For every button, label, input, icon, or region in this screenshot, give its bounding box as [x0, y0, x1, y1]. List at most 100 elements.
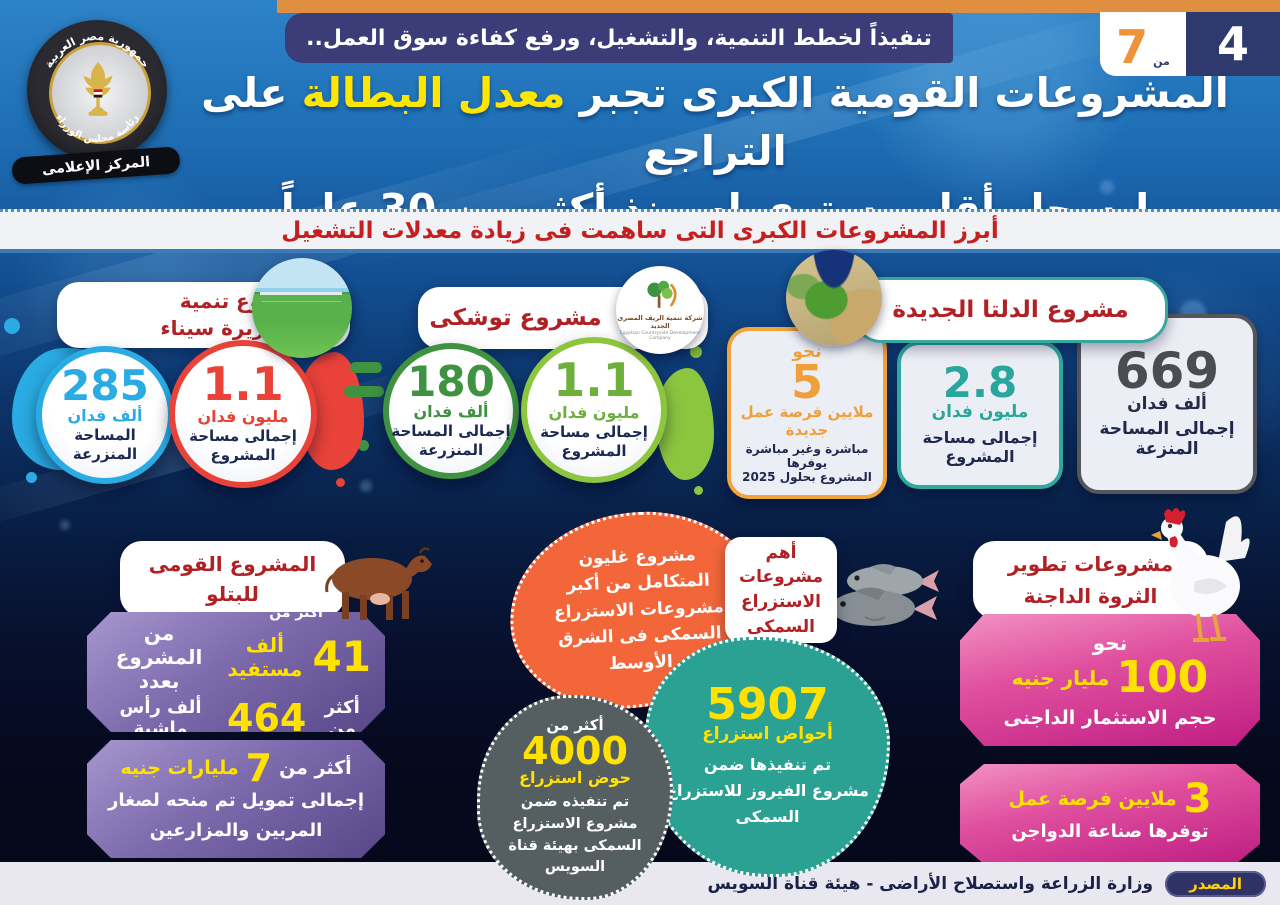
chicken-image: [1151, 508, 1250, 642]
ghalyoun-line1: مشروع غليون: [578, 545, 697, 570]
betlo-heads-pre: أكثر من: [324, 697, 360, 739]
title-highlight: معدل البطالة: [301, 69, 566, 117]
suez-desc2: مشروع الاستزراع: [512, 815, 638, 832]
government-emblem: جمهورية مصر العربية رئاسة مجلس الوزراء: [27, 20, 167, 160]
title-post: على التراجع: [201, 69, 787, 176]
toshka-planted-stat: 180 ألف فدان إجمالى المساحة المنزرعة: [383, 343, 519, 479]
poultry-jobs-label: توفرها صناعة الدواجن: [1011, 820, 1209, 842]
delta-jobs-value: 5: [791, 354, 824, 409]
suez-unit: حوض استزراع: [519, 768, 631, 788]
betlo-beneficiaries-unit: ألف مستفيد: [227, 633, 303, 681]
bokeh-dot: [60, 520, 70, 530]
fayrouz-desc2: مشروع الفيروز للاستزراع: [666, 781, 869, 800]
green-splash: [656, 368, 714, 480]
page-indicator: 7 من 4: [1100, 12, 1280, 76]
page-current-box: 4: [1186, 12, 1280, 76]
fish-title-line1: أهم: [765, 542, 797, 563]
poultry-investment-label: حجم الاستثمار الداجنى: [1003, 706, 1217, 729]
poultry-jobs-card: 3 ملايين فرصة عمل توفرها صناعة الدواجن: [960, 764, 1260, 864]
delta-area-label: إجمالى مساحة المشروع: [922, 427, 1038, 466]
splash-dot: [26, 472, 37, 483]
subtitle-text: أبرز المشروعات الكبرى التى ساهمت فى زياد…: [281, 217, 999, 244]
delta-jobs-unit2: جديدة: [785, 421, 829, 440]
poultry-investment-unit: مليار جنيه: [1011, 665, 1110, 690]
eagle-icon: [83, 61, 113, 116]
fish-title-line3: الاستزراع: [741, 592, 821, 612]
poultry-jobs-unit: ملايين فرصة عمل: [1008, 787, 1177, 810]
poultry-jobs-line: 3 ملايين فرصة عمل: [1008, 775, 1212, 822]
toshka-logo-arabic: شركة تنمية الريف المصرى الجديد: [617, 314, 703, 330]
topline-text: تنفيذاً لخطط التنمية، والتشغيل، ورفع كفا…: [306, 25, 932, 51]
page-current: 4: [1216, 17, 1249, 71]
delta-area-unit: مليون فدان: [931, 401, 1029, 422]
delta-reclaimed-card: 669 ألف فدان إجمالى المساحة المنزعة: [1077, 314, 1257, 494]
green-dash: [350, 362, 382, 373]
betlo-funding-card: أكثر من 7 مليارات جنيه إجمالى تمويل تم م…: [87, 740, 385, 858]
fish-title-line2: مشروعات: [738, 567, 824, 588]
page-total-box: 7 من: [1100, 12, 1186, 76]
poultry-investment-card: نحو 100 مليار جنيه حجم الاستثمار الداجنى: [960, 614, 1260, 746]
delta-reclaimed-label1: إجمالى المساحة: [1099, 419, 1235, 439]
fayrouz-unit: أحواض استزراع: [702, 724, 833, 745]
betlo-pre: أكثر من: [269, 605, 323, 621]
source-text: وزارة الزراعة واستصلاح الأراضى - هيئة قن…: [707, 873, 1154, 894]
suez-value: 4000: [522, 728, 628, 773]
sinai-planted-stat: 285 ألف فدان المساحة المنزرعة: [36, 346, 174, 484]
suez-desc1: تم تنفيذه ضمن: [520, 794, 630, 811]
betlo-funding-pre: أكثر من: [279, 757, 352, 780]
delta-jobs-unit1: ملايين فرصة عمل: [740, 403, 874, 422]
delta-title-card: مشروع الدلتا الجديدة: [853, 277, 1168, 343]
delta-area-value: 2.8: [942, 358, 1018, 408]
poultry-jobs-value: 3: [1183, 775, 1212, 822]
green-dash: [344, 386, 384, 397]
fayrouz-desc1: تم تنفيذها ضمن: [703, 755, 832, 775]
poultry-investment-line: 100 مليار جنيه: [1011, 651, 1209, 703]
sinai-total-value: 1.1: [202, 357, 284, 412]
poultry-investment-value: 100: [1116, 651, 1209, 703]
toshka-company-logo: شركة تنمية الريف المصرى الجديد Egyptian …: [616, 266, 704, 354]
suez-pre: أكثر من: [546, 715, 604, 734]
source-label-pill: المصدر: [1165, 870, 1266, 897]
splash-dot: [4, 318, 20, 334]
suez-blob: أكثر من 4000 حوض استزراع تم تنفيذه ضمن م…: [477, 695, 673, 900]
suez-desc4: السويس: [544, 859, 606, 876]
toshka-planted-label2: المنزرعة: [418, 440, 484, 459]
toshka-title: مشروع توشكى: [429, 305, 602, 331]
sinai-planted-value: 285: [61, 361, 149, 411]
splash-dot: [694, 486, 703, 495]
fayrouz-value: 5907: [706, 678, 829, 730]
emblem-ring-bottom-text: رئاسة مجلس الوزراء: [53, 112, 141, 145]
emblem-inner-circle: [49, 42, 151, 144]
toshka-planted-label1: إجمالى المساحة: [391, 422, 511, 441]
betlo-funding-desc2: المربين والمزارعين: [149, 820, 323, 842]
delta-reclaimed-value: 669: [1114, 342, 1220, 400]
betlo-funding-line: أكثر من 7 مليارات جنيه: [120, 746, 352, 791]
ghalyoun-line4: السمكى فى الشرق: [557, 623, 722, 650]
sinai-total-label2: المشروع: [210, 445, 276, 464]
page-total: 7: [1116, 20, 1149, 75]
svg-text:جمهورية مصر العربية: جمهورية مصر العربية: [42, 30, 153, 71]
fayrouz-desc3: السمكى: [735, 806, 800, 826]
sinai-total-label1: إجمالى مساحة: [189, 427, 297, 446]
toshka-total-label2: المشروع: [561, 441, 627, 460]
delta-jobs-card: نحو 5 ملايين فرصة عمل جديدة مباشرة وغير …: [727, 327, 887, 499]
toshka-total-stat: 1.1 مليون فدان إجمالى مساحة المشروع: [521, 337, 667, 483]
delta-area-card: 2.8 مليون فدان إجمالى مساحة المشروع: [897, 341, 1063, 489]
splash-dot: [358, 440, 369, 451]
poultry-title-line2: الثروة الداجنة: [1023, 584, 1158, 608]
tree-icon: [647, 281, 677, 309]
media-center-label: المركز الإعلامى: [41, 153, 151, 178]
splash-dot: [690, 346, 702, 358]
betlo-beneficiaries-value: 41: [312, 632, 371, 682]
fish-title-line4: السمكى: [747, 616, 815, 637]
top-orange-bar: [277, 0, 1280, 13]
toshka-planted-value: 180: [407, 357, 495, 407]
betlo-title-line1: المشروع القومى: [148, 552, 317, 576]
betlo-funding-value: 7: [245, 746, 273, 791]
betlo-funding-desc1: إجمالى تمويل تم منحه لصغار: [108, 789, 364, 811]
sinai-field-photo: [252, 258, 352, 358]
betlo-title-line2: للبتلو: [206, 582, 259, 606]
ghalyoun-line5: الأوسط: [608, 651, 674, 674]
poultry-title-card: مشروعات تطوير الثروة الداجنة: [973, 541, 1208, 619]
